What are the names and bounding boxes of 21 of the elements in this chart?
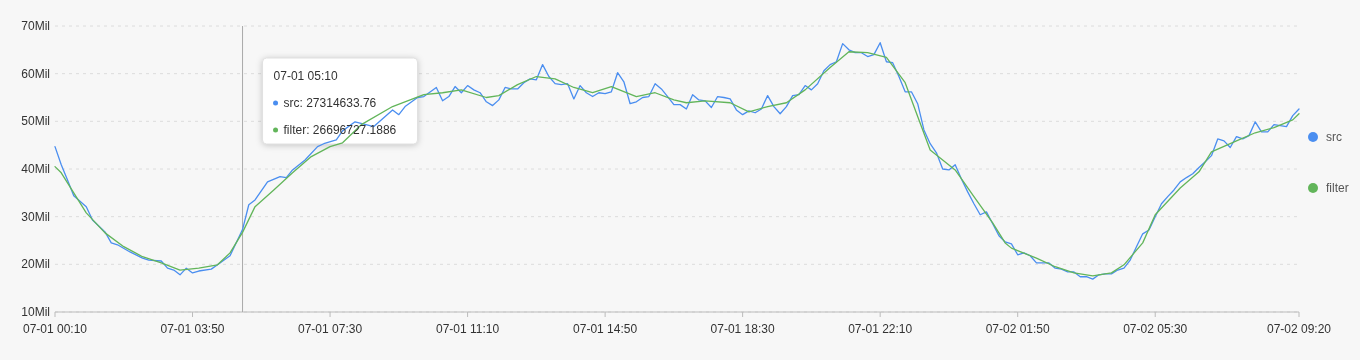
x-tick-label: 07-01 14:50 [573,322,638,336]
x-tick-label: 07-01 22:10 [848,322,913,336]
annotation: 07-01 05:10 [273,69,338,83]
x-tick-label: 07-02 05:30 [1123,322,1188,336]
x-tick-label: 07-01 11:10 [436,322,500,336]
annotation: src: 27314633.76 [283,96,377,110]
y-tick-label: 60Mil [21,66,50,81]
x-tick-label: 07-02 09:20 [1266,322,1332,336]
y-tick-label: 50Mil [21,114,50,129]
y-tick-label: 40Mil [21,162,50,176]
x-tick-label: 07-01 03:50 [160,322,225,336]
x-tick-label: 07-01 18:30 [710,322,775,336]
x-tick-label: 07-01 00:10 [22,322,88,336]
y-tick-label: 10Mil [21,305,50,319]
y-tick-label: 70Mil [21,19,50,33]
x-tick-label: 07-02 01:50 [985,322,1051,336]
legend-label: filter [1326,181,1349,195]
y-tick-label: 20Mil [21,257,50,272]
legend-label: src [1326,130,1342,144]
x-tick-label: 07-01 07:30 [298,322,363,336]
y-tick-label: 30Mil [21,209,50,224]
